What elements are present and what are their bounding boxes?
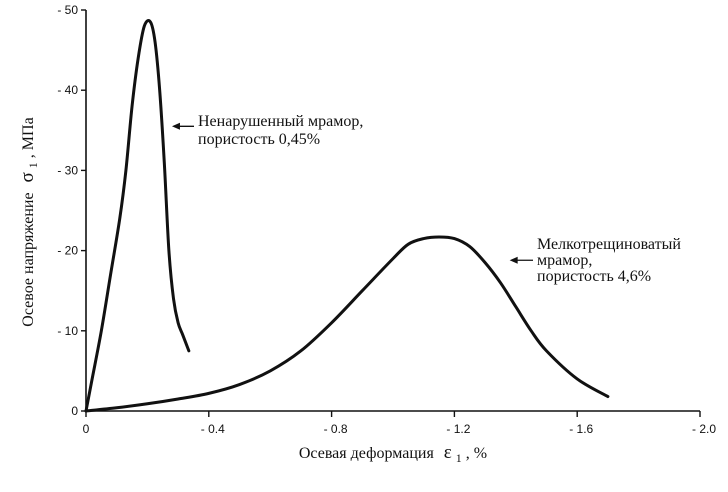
annotation-line: Ненарушенный мрамор,	[198, 113, 363, 130]
annotation-line: пористость 0,45%	[198, 131, 320, 148]
x-axis-label-text: Осевая деформация	[299, 445, 435, 462]
x-tick-label: - 2.0	[692, 422, 716, 436]
series-line-2	[84, 235, 610, 413]
annotation-2: Мелкотрещиноватый мрамор, пористость 4,6%	[537, 236, 681, 285]
y-tick-label: - 30	[57, 163, 78, 177]
y-tick-label: - 20	[57, 244, 78, 258]
annotation-1: Ненарушенный мрамор, пористость 0,45%	[198, 113, 363, 148]
y-axis-label-text: Осевое напряжение	[20, 192, 37, 326]
x-tick-label: - 1.2	[446, 422, 470, 436]
y-tick-label: - 50	[57, 3, 78, 17]
y-tick-label: - 10	[57, 324, 78, 338]
series-line-1	[84, 19, 191, 413]
curves	[84, 19, 610, 413]
y-axis-title: Осевое напряжение σ 1 , МПа	[17, 117, 41, 326]
x-tick-label: 0	[83, 422, 90, 436]
x-axis-title: Осевая деформация ε 1 , %	[299, 442, 487, 466]
y-tick-label: - 40	[57, 83, 78, 97]
x-tick-label: - 0.4	[201, 422, 225, 436]
y-axis-symbol-sub: 1	[26, 162, 40, 168]
annotation-arrowhead	[509, 256, 518, 264]
annotations: Ненарушенный мрамор, пористость 0,45% Мелк…	[171, 113, 681, 285]
annotation-arrowhead	[171, 122, 180, 130]
x-tick-label: - 1.6	[569, 422, 593, 436]
y-axis-symbol: σ	[17, 172, 38, 182]
annotation-line: пористость 4,6%	[537, 268, 651, 285]
annotation-line: Мелкотрещиноватый	[537, 236, 681, 253]
x-tick-label: - 0.8	[324, 422, 348, 436]
y-axis-unit: , МПа	[20, 117, 37, 158]
tick-marks: 0 - 0.4 - 0.8 - 1.2 - 1.6 - 2.0 0 - 10 - 20 - 30 -…	[57, 3, 716, 436]
x-axis-unit: , %	[466, 445, 487, 462]
axes	[85, 10, 700, 412]
x-axis-symbol-sub: 1	[456, 451, 462, 465]
annotation-line: мрамор,	[537, 252, 592, 269]
x-axis-symbol: ε	[444, 442, 452, 463]
y-tick-label: 0	[71, 404, 78, 418]
